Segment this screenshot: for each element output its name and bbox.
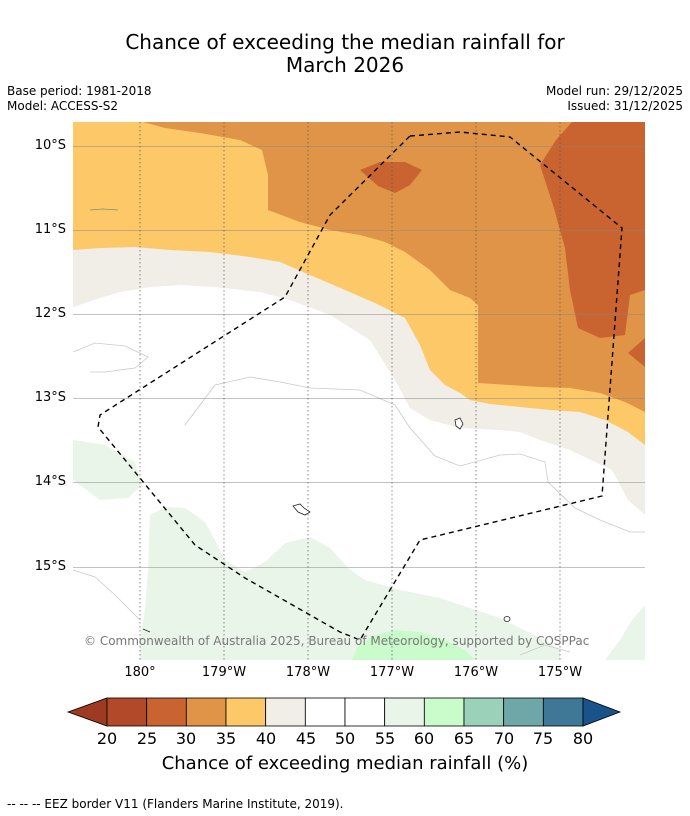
chart-title: Chance of exceeding the median rainfall … bbox=[0, 31, 690, 77]
contour-55-60-southeast bbox=[605, 605, 645, 660]
colorbar-tick: 70 bbox=[493, 729, 515, 748]
colorbar-tick: 75 bbox=[532, 729, 554, 748]
contour-55-60-south bbox=[140, 507, 560, 660]
colorbar bbox=[66, 697, 622, 727]
meridians bbox=[139, 122, 561, 660]
colorbar-tick: 55 bbox=[374, 729, 396, 748]
eez-border bbox=[97, 131, 623, 641]
copyright-notice: © Commonwealth of Australia 2025, Bureau… bbox=[84, 634, 589, 648]
colorbar-tick: 30 bbox=[175, 729, 197, 748]
colorbar-label: Chance of exceeding median rainfall (%) bbox=[161, 753, 529, 774]
lon-label: 178°W bbox=[285, 665, 331, 680]
colorbar-tick: 45 bbox=[295, 729, 317, 748]
colorbar-cell bbox=[384, 697, 425, 727]
contour-30-35 bbox=[143, 122, 645, 412]
contour-55-60-west bbox=[73, 440, 142, 500]
lat-label: 13°S bbox=[34, 390, 66, 405]
island-wallis bbox=[454, 417, 464, 430]
colorbar-cell bbox=[423, 697, 465, 727]
colorbar-over-arrow bbox=[582, 697, 622, 727]
colorbar-cell bbox=[503, 697, 544, 727]
contour-lines bbox=[73, 342, 645, 656]
lat-label: 11°S bbox=[34, 222, 66, 237]
contour-25-30-east bbox=[540, 122, 645, 338]
colorbar-tick: 40 bbox=[255, 729, 277, 748]
eez-legend-note: -- -- -- EEZ border V11 (Flanders Marine… bbox=[7, 797, 344, 811]
island-small bbox=[503, 616, 511, 622]
lon-label: 179°W bbox=[201, 665, 247, 680]
contour-60-65 bbox=[352, 630, 475, 660]
model-run: Model run: 29/12/2025 bbox=[545, 84, 683, 98]
colorbar-cell bbox=[304, 697, 346, 727]
title-line-2: March 2026 bbox=[285, 53, 405, 77]
colorbar-tick: 35 bbox=[215, 729, 237, 748]
colorbar-tick: 65 bbox=[453, 729, 475, 748]
lat-label: 15°S bbox=[34, 559, 66, 574]
island-futuna bbox=[292, 503, 311, 516]
island-southwest bbox=[142, 628, 151, 633]
lon-label: 180° bbox=[124, 665, 156, 680]
colorbar-under-arrow bbox=[66, 697, 108, 727]
model-name: Model: ACCESS-S2 bbox=[7, 99, 119, 113]
colorbar-cells bbox=[106, 697, 584, 727]
colorbar-cell bbox=[106, 697, 148, 727]
lat-label: 10°S bbox=[34, 138, 66, 153]
colorbar-tick: 25 bbox=[136, 729, 158, 748]
colorbar-cell bbox=[225, 697, 267, 727]
colorbar-cell bbox=[185, 697, 227, 727]
islands bbox=[89, 208, 511, 633]
issued-date: Issued: 31/12/2025 bbox=[567, 99, 683, 113]
lon-label: 176°W bbox=[453, 665, 499, 680]
lon-label: 177°W bbox=[369, 665, 415, 680]
island-reef bbox=[89, 208, 119, 211]
colorbar-tick: 60 bbox=[413, 729, 435, 748]
colorbar-cell bbox=[463, 697, 505, 727]
colorbar-tick: 50 bbox=[334, 729, 356, 748]
base-period: Base period: 1981-2018 bbox=[7, 84, 152, 98]
colorbar-cell bbox=[344, 697, 386, 727]
lat-label: 14°S bbox=[34, 474, 66, 489]
contour-25-30-edge bbox=[628, 338, 645, 367]
meta-right: Model run: 29/12/2025 Issued: 31/12/2025 bbox=[546, 84, 683, 114]
lat-label: 12°S bbox=[34, 306, 66, 321]
colorbar-tick: 80 bbox=[572, 729, 594, 748]
colorbar-cell bbox=[542, 697, 584, 727]
map-panel: © Commonwealth of Australia 2025, Bureau… bbox=[73, 122, 645, 660]
colorbar-tick: 20 bbox=[96, 729, 118, 748]
title-line-1: Chance of exceeding the median rainfall … bbox=[125, 30, 565, 54]
meta-left: Base period: 1981-2018 Model: ACCESS-S2 bbox=[7, 84, 152, 114]
colorbar-cell bbox=[146, 697, 187, 727]
gridlines bbox=[73, 146, 645, 568]
lon-label: 175°W bbox=[537, 665, 583, 680]
colorbar-cell bbox=[265, 697, 306, 727]
